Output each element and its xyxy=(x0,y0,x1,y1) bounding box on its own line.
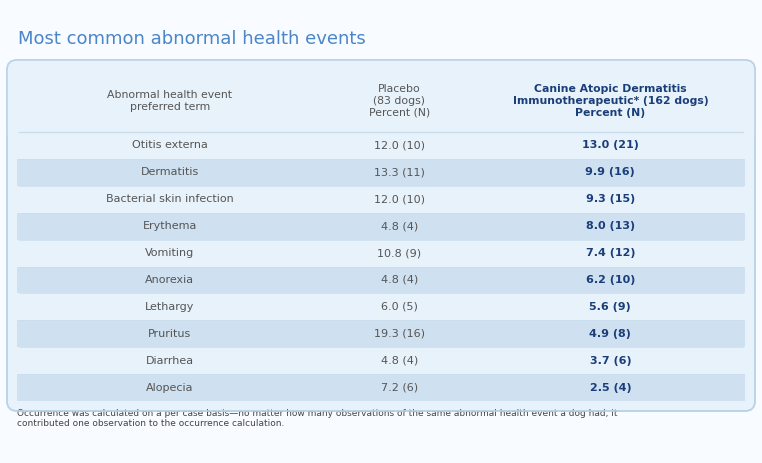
Text: 4.8 (4): 4.8 (4) xyxy=(380,275,418,285)
Text: Most common abnormal health events: Most common abnormal health events xyxy=(18,30,366,48)
Text: 8.0 (13): 8.0 (13) xyxy=(586,221,635,231)
Text: 2.5 (4): 2.5 (4) xyxy=(590,382,631,393)
Text: Alopecia: Alopecia xyxy=(146,382,194,393)
Bar xyxy=(17,239,745,267)
Bar xyxy=(17,347,745,374)
Text: 12.0 (10): 12.0 (10) xyxy=(373,194,424,204)
Text: 4.9 (8): 4.9 (8) xyxy=(589,329,631,339)
Text: Erythema: Erythema xyxy=(142,221,197,231)
Text: 12.0 (10): 12.0 (10) xyxy=(373,140,424,150)
Text: Anorexia: Anorexia xyxy=(146,275,194,285)
Text: Dermatitis: Dermatitis xyxy=(141,167,199,177)
Text: Otitis externa: Otitis externa xyxy=(132,140,208,150)
Text: 9.9 (16): 9.9 (16) xyxy=(585,167,636,177)
FancyBboxPatch shape xyxy=(7,60,755,142)
Text: Lethargy: Lethargy xyxy=(146,302,194,312)
Text: Pruritus: Pruritus xyxy=(149,329,191,339)
Text: 13.3 (11): 13.3 (11) xyxy=(374,167,424,177)
Text: Bacterial skin infection: Bacterial skin infection xyxy=(106,194,234,204)
Bar xyxy=(17,159,745,186)
Bar xyxy=(17,132,745,159)
Text: 13.0 (21): 13.0 (21) xyxy=(582,140,639,150)
Bar xyxy=(17,267,745,294)
Text: 6.0 (5): 6.0 (5) xyxy=(381,302,418,312)
Text: 3.7 (6): 3.7 (6) xyxy=(590,356,631,366)
Bar xyxy=(17,374,745,401)
Text: 4.8 (4): 4.8 (4) xyxy=(380,221,418,231)
Text: 7.2 (6): 7.2 (6) xyxy=(381,382,418,393)
Bar xyxy=(17,320,745,347)
Text: 6.2 (10): 6.2 (10) xyxy=(586,275,635,285)
FancyBboxPatch shape xyxy=(7,60,755,411)
Text: Canine Atopic Dermatitis
Immunotherapeutic* (162 dogs)
Percent (N): Canine Atopic Dermatitis Immunotherapeut… xyxy=(513,84,708,118)
Text: Diarrhea: Diarrhea xyxy=(146,356,194,366)
Text: 5.6 (9): 5.6 (9) xyxy=(590,302,631,312)
Text: 7.4 (12): 7.4 (12) xyxy=(585,248,635,258)
Text: Abnormal health event
preferred term: Abnormal health event preferred term xyxy=(107,90,232,112)
Bar xyxy=(17,213,745,239)
Text: Placebo
(83 dogs)
Percent (N): Placebo (83 dogs) Percent (N) xyxy=(369,84,430,118)
Bar xyxy=(17,294,745,320)
Bar xyxy=(17,186,745,213)
Text: Occurrence was calculated on a per case basis—no matter how many observations of: Occurrence was calculated on a per case … xyxy=(17,409,617,428)
Text: 10.8 (9): 10.8 (9) xyxy=(377,248,421,258)
Text: 19.3 (16): 19.3 (16) xyxy=(373,329,424,339)
Text: Vomiting: Vomiting xyxy=(146,248,194,258)
Text: 9.3 (15): 9.3 (15) xyxy=(586,194,635,204)
Text: 4.8 (4): 4.8 (4) xyxy=(380,356,418,366)
